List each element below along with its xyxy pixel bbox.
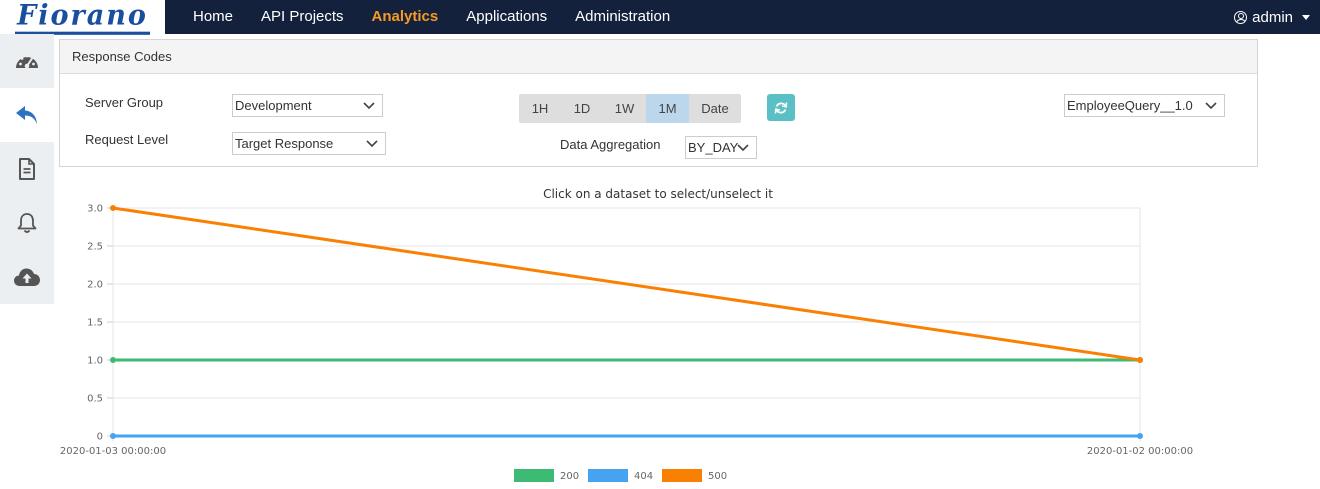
legend-label-200[interactable]: 200	[560, 471, 579, 482]
response-codes-panel: Response Codes Server Group Development …	[59, 39, 1258, 167]
server-group-value: Development	[235, 98, 312, 113]
sidebar-item-reports[interactable]	[0, 142, 54, 196]
y-tick-label: 1.0	[87, 356, 103, 367]
reply-arrow-icon	[16, 106, 37, 124]
chart-title: Click on a dataset to select/unselect it	[543, 187, 773, 201]
data-aggregation-value: BY_DAY	[688, 140, 739, 155]
nav-applications[interactable]: Applications	[466, 8, 548, 25]
top-navbar: Fiorano Home API Projects Analytics Appl…	[0, 0, 1320, 35]
chevron-down-icon	[363, 102, 375, 110]
chevron-down-icon	[1205, 102, 1217, 110]
x-tick-label: 2020-01-03 00:00:00	[60, 446, 166, 457]
user-menu[interactable]: admin	[1234, 0, 1310, 34]
request-level-select[interactable]: Target Response	[232, 132, 386, 155]
legend-label-500[interactable]: 500	[708, 471, 727, 482]
time-button-1m[interactable]: 1M	[646, 94, 689, 123]
legend-swatch-500[interactable]	[662, 469, 702, 482]
api-select[interactable]: EmployeeQuery__1.0	[1064, 94, 1225, 117]
caret-down-icon	[1302, 14, 1310, 20]
panel-title: Response Codes	[60, 40, 1257, 74]
nav-analytics[interactable]: Analytics	[371, 8, 439, 25]
document-icon	[19, 158, 35, 180]
y-tick-label: 0.5	[87, 394, 103, 405]
time-button-date[interactable]: Date	[701, 101, 729, 116]
main-nav: Home API Projects Analytics Applications…	[179, 0, 684, 34]
dashboard-icon	[16, 54, 38, 69]
cloud-upload-icon	[14, 268, 40, 286]
server-group-label: Server Group	[85, 95, 164, 110]
fiorano-logo[interactable]: Fiorano	[0, 0, 165, 35]
user-circle-icon	[1234, 10, 1248, 24]
series-line-500[interactable]	[112, 206, 1141, 362]
y-tick-label: 1.5	[87, 318, 103, 329]
legend-swatch-404[interactable]	[588, 469, 628, 482]
data-point-404[interactable]	[110, 433, 116, 439]
legend-label-404[interactable]: 404	[634, 471, 653, 482]
data-point-500[interactable]	[1137, 357, 1143, 363]
legend-swatch-200[interactable]	[514, 469, 554, 482]
sidebar-item-dashboard[interactable]	[0, 34, 54, 88]
bell-icon	[17, 213, 37, 233]
user-name: admin	[1252, 8, 1293, 26]
left-sidebar	[0, 34, 54, 304]
sidebar-item-reply[interactable]	[0, 88, 54, 142]
server-group-select[interactable]: Development	[232, 94, 383, 117]
data-aggregation-label: Data Aggregation	[560, 137, 661, 152]
request-level-label: Request Level	[85, 132, 169, 147]
data-aggregation-select[interactable]: BY_DAY	[685, 136, 757, 159]
refresh-button[interactable]	[767, 94, 795, 121]
sidebar-item-alerts[interactable]	[0, 196, 54, 250]
nav-api-projects[interactable]: API Projects	[261, 8, 344, 25]
data-point-500[interactable]	[110, 205, 116, 211]
time-button-1w[interactable]: 1W	[614, 101, 635, 116]
time-button-1h[interactable]: 1H	[531, 101, 549, 116]
logo-text: Fiorano	[15, 0, 150, 35]
chevron-down-icon	[366, 140, 378, 148]
request-level-value: Target Response	[235, 136, 334, 151]
response-codes-chart: Click on a dataset to select/unselect it…	[60, 187, 1193, 482]
time-button-1d[interactable]: 1D	[573, 101, 591, 116]
x-tick-label: 2020-01-02 00:00:00	[1087, 446, 1193, 457]
y-tick-label: 2.0	[87, 280, 103, 291]
data-point-404[interactable]	[1137, 433, 1143, 439]
nav-administration[interactable]: Administration	[575, 8, 671, 25]
data-point-200[interactable]	[110, 357, 116, 363]
api-value: EmployeeQuery__1.0	[1067, 98, 1193, 113]
chevron-down-icon	[737, 144, 749, 152]
refresh-icon	[774, 101, 788, 114]
sidebar-item-upload[interactable]	[0, 250, 54, 304]
time-range-buttons: 1H 1D 1W 1M Date	[519, 94, 741, 123]
y-tick-label: 3.0	[87, 204, 103, 215]
nav-home[interactable]: Home	[193, 8, 234, 25]
y-tick-label: 0	[97, 432, 103, 443]
y-tick-label: 2.5	[87, 242, 103, 253]
